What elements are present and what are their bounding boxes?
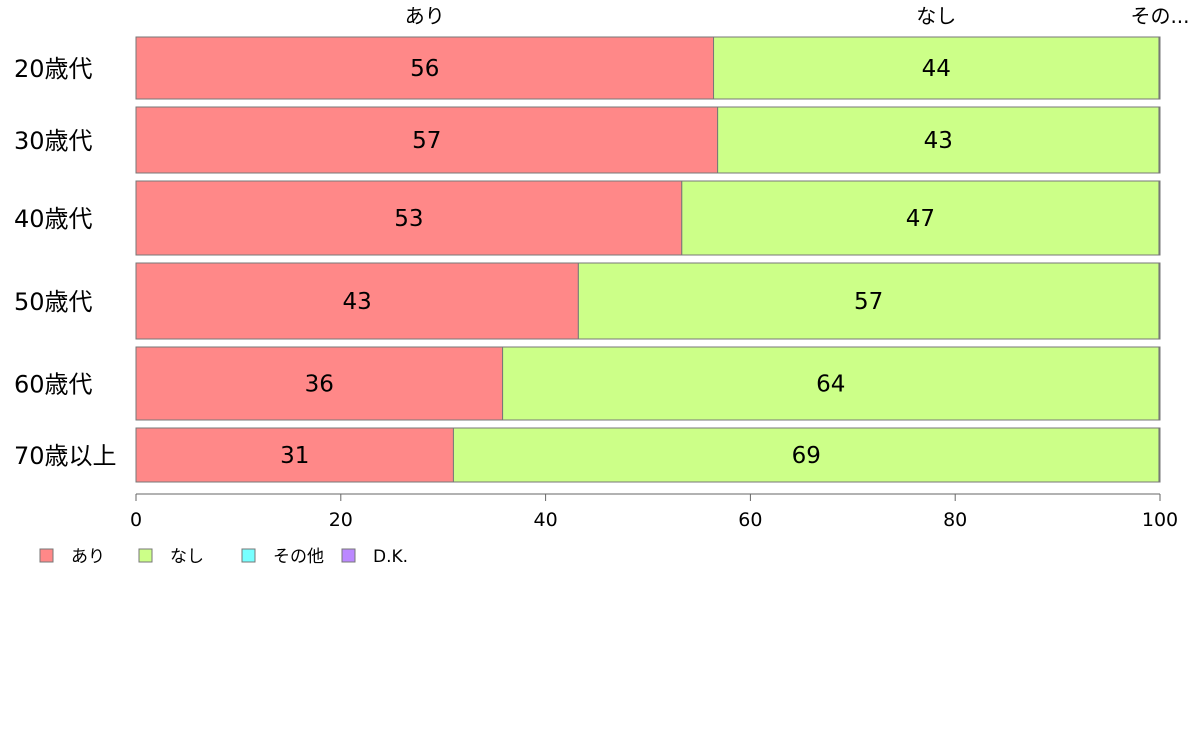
legend-swatch — [39, 548, 54, 563]
legend-swatch — [341, 548, 356, 563]
x-tick-label: 0 — [130, 509, 142, 531]
bars-group — [135, 36, 1161, 483]
category-label: 40歳代 — [14, 205, 93, 233]
value-labels-group: 56 44 57 43 53 47 43 57 36 64 31 69 — [280, 56, 953, 469]
top-labels-group: あり なし その... — [405, 4, 1188, 28]
value-label: 57 — [854, 289, 883, 315]
category-label: 30歳代 — [14, 127, 93, 155]
bar-segment — [1158, 262, 1161, 340]
value-label: 57 — [412, 128, 441, 154]
legend-swatch — [241, 548, 256, 563]
x-tick-label: 100 — [1142, 509, 1178, 531]
bar-segment — [713, 36, 1160, 100]
bar-segment — [1158, 106, 1161, 174]
category-label: 20歳代 — [14, 55, 93, 83]
bar-segment — [717, 106, 1160, 174]
bar-segment — [135, 180, 683, 256]
bar-segment — [135, 36, 715, 100]
category-labels-group: 20歳代 30歳代 40歳代 50歳代 60歳代 70歳以上 — [14, 55, 117, 470]
bar-segment — [1158, 180, 1161, 256]
value-label: 64 — [816, 372, 845, 398]
bar-segment — [135, 262, 579, 340]
bar-segment — [1158, 346, 1161, 421]
bar-segment — [135, 427, 454, 483]
x-tick-label: 60 — [738, 509, 762, 531]
top-category-label: あり — [405, 4, 445, 28]
value-label: 56 — [410, 56, 439, 82]
legend-label: なし — [170, 547, 204, 567]
value-label: 43 — [343, 289, 372, 315]
value-label: 47 — [906, 206, 935, 232]
x-axis: 0 20 40 60 80 100 — [130, 493, 1178, 531]
legend-label: D.K. — [373, 547, 408, 567]
bar-segment — [452, 427, 1160, 483]
legend-label: その他 — [273, 547, 324, 567]
top-category-label: なし — [916, 4, 956, 28]
legend-label: あり — [71, 547, 105, 567]
x-tick-label: 80 — [943, 509, 967, 531]
category-label: 60歳代 — [14, 371, 93, 399]
value-label: 31 — [280, 443, 309, 469]
x-tick-label: 20 — [329, 509, 353, 531]
legend-swatch — [138, 548, 153, 563]
category-label: 70歳以上 — [14, 442, 117, 470]
value-label: 36 — [305, 372, 334, 398]
bar-segment — [681, 180, 1160, 256]
value-label: 69 — [792, 443, 821, 469]
bar-segment — [502, 346, 1160, 421]
x-tick-label: 40 — [534, 509, 558, 531]
bar-segment — [1158, 427, 1161, 483]
category-label: 50歳代 — [14, 288, 93, 316]
value-label: 44 — [922, 56, 951, 82]
top-category-label: その... — [1130, 4, 1188, 28]
value-label: 43 — [924, 128, 953, 154]
value-label: 53 — [394, 206, 423, 232]
legend: あり なし その他 D.K. — [39, 547, 408, 567]
bar-segment — [1158, 36, 1161, 100]
